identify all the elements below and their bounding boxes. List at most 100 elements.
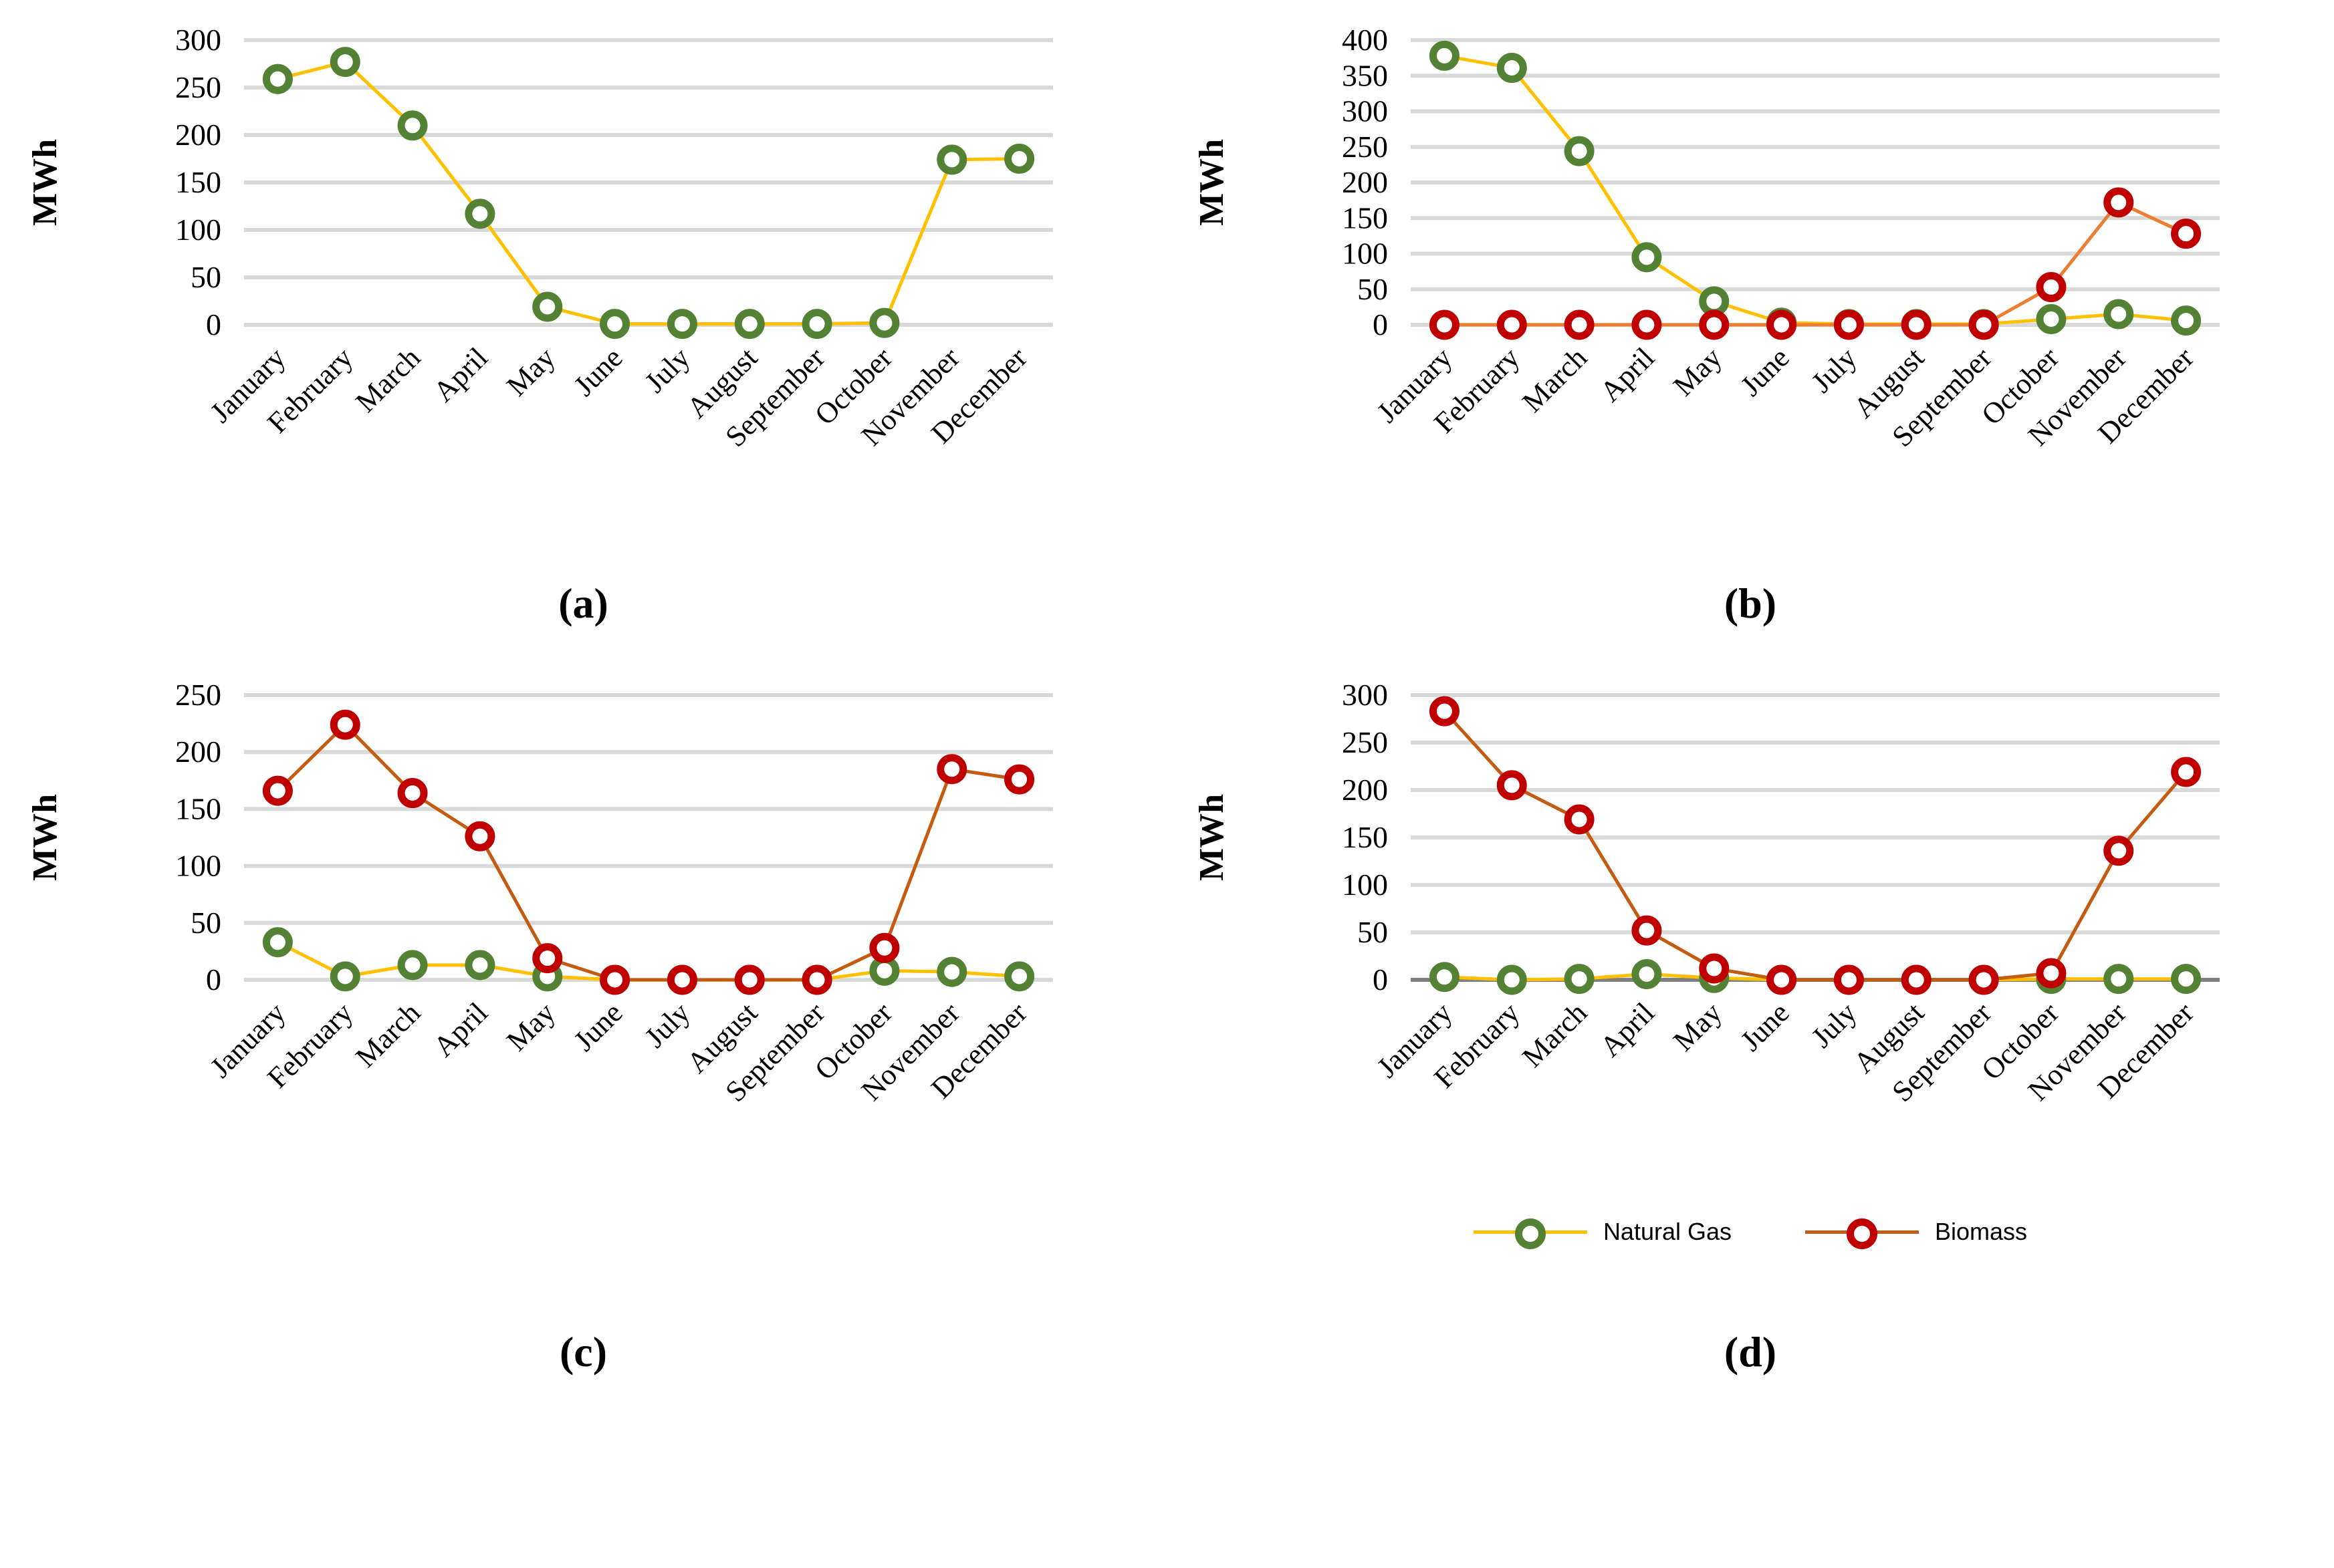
y-tick-label: 100 (1342, 237, 1388, 271)
data-point-natural_gas (1004, 144, 1035, 174)
y-tick-label: 150 (1342, 201, 1388, 235)
x-category-label: March (1516, 996, 1593, 1073)
chart-b: 050100150200250300350400JanuaryFebruaryM… (1193, 23, 2220, 453)
data-point-biomass (1564, 309, 1595, 340)
x-category-label: April (427, 996, 494, 1063)
data-point-biomass (1699, 309, 1730, 340)
data-point-biomass (802, 964, 832, 995)
panel-d: 0 50 100 150 200 250 300 January February March Ap… (1167, 660, 2333, 1202)
data-point-natural_gas (262, 63, 293, 94)
x-category-label: July (638, 341, 697, 399)
data-point-biomass (397, 778, 428, 809)
y-tick-label: 150 (175, 791, 221, 825)
figure-grid: 0 50 100 150 200 250 300 January February March Ap… (26, 5, 2334, 1376)
x-category-label: April (1594, 996, 1661, 1063)
data-point-natural_gas (1496, 964, 1527, 995)
y-tick-label: 100 (175, 849, 221, 883)
data-point-biomass (869, 932, 900, 963)
data-point-biomass (1564, 804, 1595, 835)
natural-gas-line-marker-icon (1473, 1218, 1587, 1249)
x-category-label: June (568, 341, 629, 402)
x-category-label: March (349, 341, 427, 418)
data-point-biomass (1766, 964, 1797, 995)
series-line-biomass (1444, 201, 2187, 327)
data-point-natural_gas (465, 199, 495, 229)
data-point-biomass (2171, 219, 2202, 249)
y-tick-label: 250 (175, 70, 221, 104)
data-point-biomass (1699, 953, 1730, 984)
x-category-label: July (1805, 341, 1863, 399)
y-tick-label: 200 (1342, 773, 1388, 807)
y-tick-label: 150 (1342, 820, 1388, 854)
data-point-biomass (1631, 915, 1662, 946)
y-tick-label: 200 (175, 735, 221, 769)
x-category-label: July (638, 996, 697, 1054)
y-tick-label: 50 (191, 260, 221, 294)
data-point-natural_gas (802, 309, 832, 340)
data-point-biomass (1429, 696, 1460, 727)
data-point-natural_gas (330, 47, 360, 78)
data-point-biomass (667, 964, 697, 995)
data-point-natural_gas (1496, 53, 1527, 84)
data-point-natural_gas (1699, 286, 1730, 317)
y-tick-label: 250 (1342, 130, 1388, 164)
series-line-biomass (276, 723, 1020, 982)
data-point-biomass (1496, 770, 1527, 801)
data-point-natural_gas (2171, 305, 2202, 336)
legend-label-biomass: Biomass (1935, 1218, 2028, 1245)
caption-d: (d) (1724, 1328, 1777, 1376)
series-line-natural_gas (1443, 53, 2186, 326)
data-point-biomass (2036, 958, 2067, 989)
x-category-label: May (500, 341, 562, 402)
data-point-biomass (2036, 272, 2067, 303)
data-point-natural_gas (397, 110, 428, 141)
data-point-natural_gas (1631, 242, 1662, 273)
y-tick-label: 100 (1342, 868, 1388, 902)
data-point-natural_gas (1564, 964, 1595, 995)
data-point-biomass (465, 821, 495, 852)
x-category-label: March (349, 996, 427, 1073)
data-point-natural_gas (1564, 136, 1595, 166)
data-point-biomass (1968, 309, 1999, 340)
data-point-natural_gas (600, 309, 630, 340)
data-point-biomass (2103, 187, 2134, 218)
data-point-biomass (1901, 309, 1932, 340)
data-point-natural_gas (2103, 964, 2134, 995)
x-category-label: April (1594, 341, 1661, 408)
x-category-label: June (1734, 996, 1796, 1057)
data-point-natural_gas (1429, 40, 1460, 71)
data-point-biomass (1968, 964, 1999, 995)
y-tick-label: 200 (175, 118, 221, 152)
y-tick-label: 50 (1357, 915, 1388, 949)
data-point-natural_gas (1004, 961, 1035, 992)
legend-label-natural-gas: Natural Gas (1603, 1218, 1732, 1245)
data-point-natural_gas (937, 956, 967, 987)
panel-b: 0 50 100 150 200 250 300 350 400 January February M… (1167, 5, 2333, 547)
y-tick-label: 350 (1342, 58, 1388, 92)
x-category-label: May (500, 996, 562, 1057)
data-point-biomass (2103, 835, 2134, 866)
data-point-natural_gas (2171, 964, 2202, 995)
x-category-label: June (1734, 341, 1796, 402)
series-line-biomass (1443, 710, 2188, 982)
y-tick-label: 0 (1373, 962, 1388, 997)
data-point-natural_gas (734, 309, 765, 340)
y-tick-label: 0 (206, 962, 221, 997)
data-point-natural_gas (937, 144, 967, 175)
data-point-natural_gas (1429, 962, 1460, 993)
legend-item-natural-gas: Natural Gas (1473, 1218, 1732, 1249)
data-point-natural_gas (397, 950, 428, 981)
data-point-natural_gas (262, 927, 293, 958)
data-point-natural_gas (2103, 299, 2134, 330)
x-category-label: March (1516, 341, 1593, 418)
data-point-biomass (262, 775, 293, 806)
caption-c: (c) (559, 1328, 608, 1376)
y-tick-label: 300 (1342, 678, 1388, 712)
legend-row: Natural Gas Biomass (1167, 1202, 2334, 1262)
data-point-biomass (2171, 757, 2202, 787)
y-axis-title: MWh (26, 794, 64, 881)
y-tick-label: 200 (1342, 165, 1388, 199)
data-point-natural_gas (330, 961, 360, 992)
y-tick-label: 250 (1342, 725, 1388, 759)
